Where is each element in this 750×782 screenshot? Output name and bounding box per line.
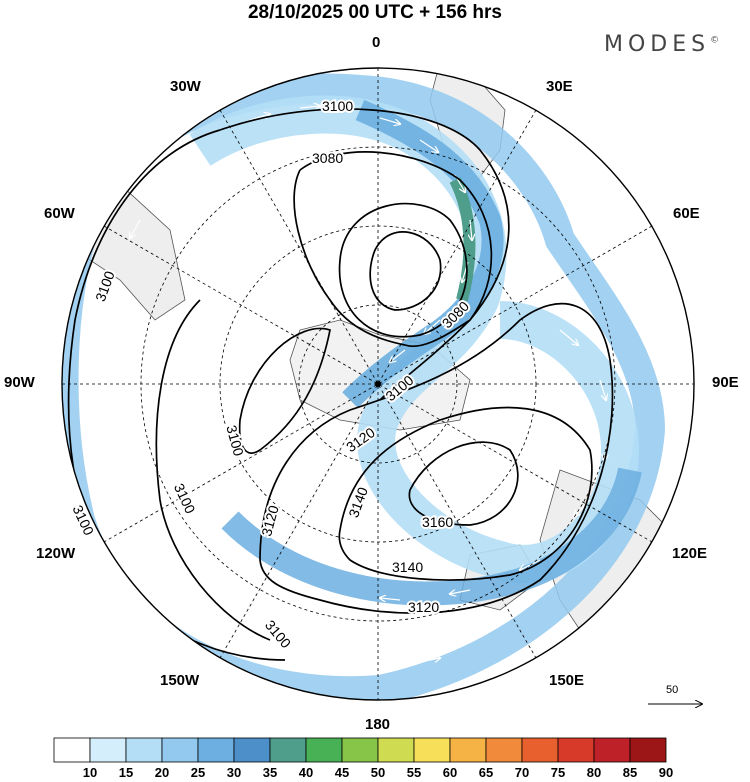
colorbar xyxy=(53,737,667,763)
colorbar-swatch xyxy=(305,737,343,763)
contour-label: 3140 xyxy=(392,559,423,575)
colorbar-label: 25 xyxy=(190,765,206,780)
lon-label-30w: 30W xyxy=(170,78,201,95)
south-pole-marker xyxy=(375,381,381,387)
colorbar-swatch xyxy=(521,737,559,763)
colorbar-swatch xyxy=(89,737,127,763)
colorbar-swatch xyxy=(53,737,91,763)
colorbar-swatch xyxy=(125,737,163,763)
colorbar-label: 20 xyxy=(154,765,170,780)
colorbar-label: 50 xyxy=(370,765,386,780)
lon-label-120e: 120E xyxy=(672,545,708,562)
colorbar-swatch xyxy=(377,737,415,763)
lon-label-120w: 120W xyxy=(36,545,76,562)
contour-3100-mid xyxy=(238,327,331,454)
map-title: 28/10/2025 00 UTC + 156 hrs xyxy=(247,2,503,23)
contour-3100-west xyxy=(67,129,286,661)
contour-label: 3120 xyxy=(408,599,439,615)
contour-3160 xyxy=(408,441,519,526)
colorbar-swatch xyxy=(449,737,487,763)
colorbar-swatch xyxy=(413,737,451,763)
lon-label-90w: 90W xyxy=(4,374,35,391)
contour-label: 3080 xyxy=(312,150,343,166)
colorbar-label: 45 xyxy=(334,765,350,780)
contour-label: 3100 xyxy=(171,481,199,516)
colorbar-label: 15 xyxy=(118,765,134,780)
colorbar-label: 30 xyxy=(226,765,242,780)
contour-label: 3100 xyxy=(262,617,294,651)
contour-low-ring xyxy=(338,202,468,338)
colorbar-swatch xyxy=(341,737,379,763)
lon-label-150w: 150W xyxy=(160,672,200,689)
colorbar-swatch xyxy=(197,737,235,763)
colorbar-label: 55 xyxy=(406,765,422,780)
colorbar-swatch xyxy=(629,737,667,763)
contour-low-center xyxy=(369,231,442,311)
colorbar-swatch xyxy=(557,737,595,763)
graticule xyxy=(62,68,694,700)
contour-label: 3160 xyxy=(422,514,453,530)
colorbar-label: 65 xyxy=(478,765,494,780)
colorbar-swatch xyxy=(593,737,631,763)
colorbar-swatch xyxy=(161,737,199,763)
colorbar-label: 90 xyxy=(658,765,674,780)
contour-3080 xyxy=(299,151,493,348)
lon-label-30e: 30E xyxy=(546,78,573,95)
colorbar-label: 80 xyxy=(586,765,602,780)
colorbar-label: 70 xyxy=(514,765,530,780)
colorbar-label: 35 xyxy=(262,765,278,780)
lon-label-90e: 90E xyxy=(712,374,739,391)
colorbar-label: 75 xyxy=(550,765,566,780)
contour-label: 3100 xyxy=(70,503,98,538)
contour-label: 3120 xyxy=(258,503,282,537)
colorbar-label: 85 xyxy=(622,765,638,780)
contour-label: 3100 xyxy=(322,98,353,114)
contour-label: 3100 xyxy=(92,269,118,304)
colorbar-swatch xyxy=(485,737,523,763)
lon-label-150e: 150E xyxy=(549,672,585,689)
contour-3080-inner xyxy=(293,169,406,346)
lon-label-60w: 60W xyxy=(44,205,75,222)
contour-label: 3100 xyxy=(223,423,247,457)
lon-label-180: 180 xyxy=(365,716,391,733)
lon-label-0: 0 xyxy=(372,34,381,51)
colorbar-label: 40 xyxy=(298,765,314,780)
contour-label: 3140 xyxy=(345,485,371,520)
contour-3140 xyxy=(338,406,593,581)
reference-vector-label: 50 xyxy=(666,684,679,696)
wind-speed-shading xyxy=(62,73,666,700)
contour-3100-southwest xyxy=(155,299,271,641)
map-border xyxy=(61,67,695,701)
contour-3120 xyxy=(259,302,614,614)
colorbar-label: 10 xyxy=(82,765,98,780)
colorbar-label: 60 xyxy=(442,765,458,780)
colorbar-swatch xyxy=(269,737,307,763)
shade-south-band xyxy=(221,467,642,606)
wind-arrows xyxy=(92,106,608,664)
lon-label-60e: 60E xyxy=(673,205,700,222)
contour-3100-outer xyxy=(219,108,510,401)
brand-logo: MODES© xyxy=(604,32,720,57)
colorbar-swatch xyxy=(233,737,271,763)
